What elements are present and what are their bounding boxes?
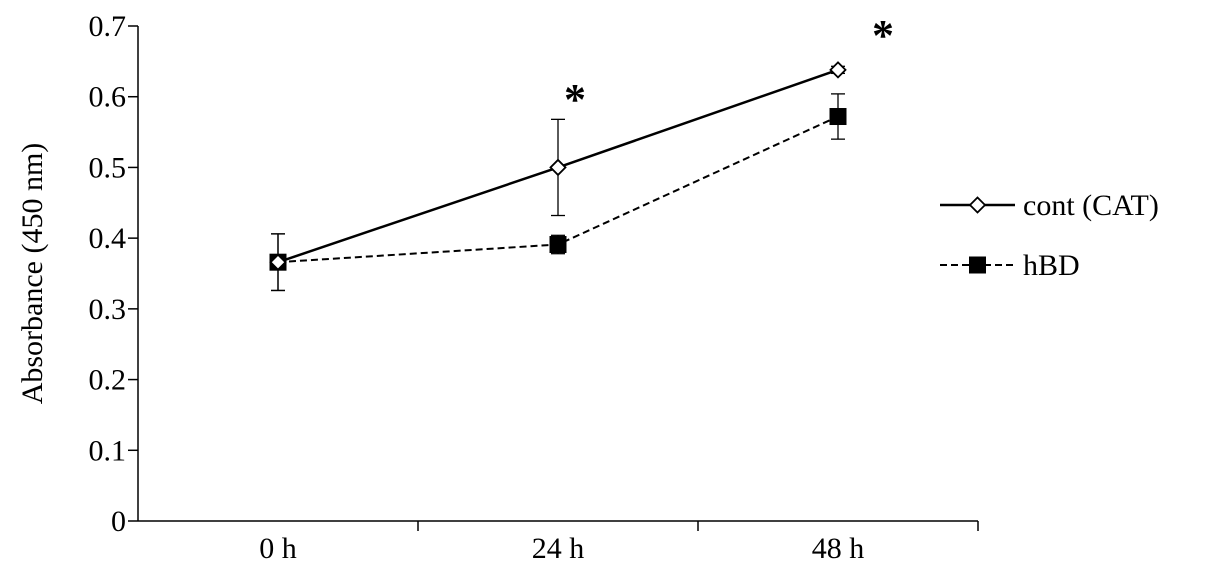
x-tick-label: 24 h	[532, 532, 585, 565]
legend-item: cont (CAT)	[940, 189, 1159, 222]
y-tick-label: 0.6	[89, 81, 127, 114]
legend-item: hBD	[940, 249, 1080, 282]
x-tick-label: 0 h	[259, 532, 297, 565]
significance-asterisk: *	[564, 75, 586, 124]
x-axis-ticks: 0 h 24 h 48 h	[259, 521, 979, 565]
axes	[137, 26, 978, 522]
legend-marker	[969, 256, 986, 274]
series-layer	[269, 61, 847, 292]
data-point	[829, 108, 847, 126]
significance-annotations: **	[564, 11, 894, 124]
y-tick-label: 0.7	[89, 10, 127, 43]
data-point	[829, 61, 847, 79]
data-point	[269, 253, 287, 271]
y-tick-label: 0.1	[89, 434, 127, 467]
y-tick-label: 0.3	[89, 293, 127, 326]
legend-label: hBD	[1023, 249, 1080, 282]
significance-asterisk: *	[872, 11, 894, 60]
series-cont-cat	[269, 61, 847, 292]
legend: cont (CAT) hBD	[940, 189, 1159, 282]
y-tick-label: 0.4	[89, 222, 127, 255]
y-axis-title: Absorbance (450 nm)	[16, 143, 49, 405]
data-point	[549, 158, 567, 177]
y-tick-label: 0.5	[89, 151, 127, 184]
legend-marker	[968, 196, 987, 214]
legend-label: cont (CAT)	[1023, 189, 1159, 222]
y-tick-label: 0	[111, 505, 126, 538]
data-point	[549, 236, 567, 254]
x-tick-label: 48 h	[812, 532, 865, 565]
y-tick-label: 0.2	[89, 364, 127, 397]
y-axis-ticks: 0 0.1 0.2 0.3 0.4 0.5 0.6 0.7	[89, 10, 138, 538]
